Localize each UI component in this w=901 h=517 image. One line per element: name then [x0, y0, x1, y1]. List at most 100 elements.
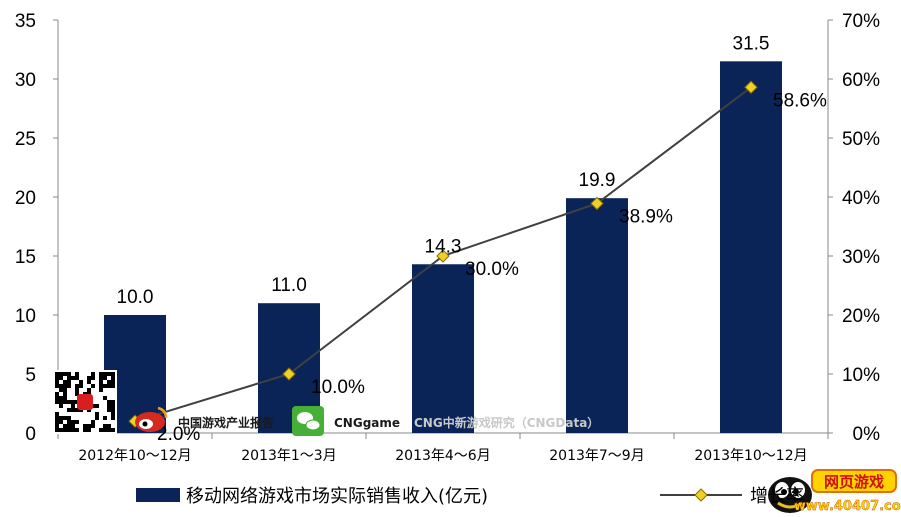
- line-value-label: 30.0%: [465, 259, 519, 280]
- qr-module: [55, 424, 59, 428]
- qr-module: [67, 376, 71, 380]
- bar-value-label: 11.0: [271, 275, 307, 296]
- y-right-tick-label: 20%: [842, 306, 880, 327]
- y-right-tick-label: 50%: [842, 129, 880, 150]
- qr-module: [71, 428, 75, 432]
- qr-module: [63, 388, 67, 392]
- qr-module: [59, 416, 63, 420]
- qr-module: [75, 428, 79, 432]
- qr-module: [111, 416, 115, 420]
- qr-module: [107, 400, 111, 404]
- qr-module: [55, 380, 59, 384]
- qr-module: [63, 396, 67, 400]
- qr-module: [99, 384, 103, 388]
- qr-module: [55, 420, 59, 424]
- qr-module: [79, 380, 83, 384]
- qr-module: [99, 428, 103, 432]
- qr-module: [55, 376, 59, 380]
- bar: [720, 61, 782, 434]
- qr-module: [67, 420, 71, 424]
- qr-module: [59, 420, 63, 424]
- qr-module: [107, 428, 111, 432]
- line-point: [590, 196, 604, 211]
- qr-module: [71, 376, 75, 380]
- qr-module: [63, 380, 67, 384]
- y-left-tick-label: 15: [15, 247, 36, 268]
- qr-module: [71, 424, 75, 428]
- x-tick-label: 2012年10～12月: [78, 448, 191, 464]
- qr-module: [99, 380, 103, 384]
- qr-module: [67, 428, 71, 432]
- qr-module: [55, 416, 59, 420]
- qr-module: [71, 408, 75, 412]
- qr-module: [87, 424, 91, 428]
- qr-module: [99, 388, 103, 392]
- qr-module: [59, 428, 63, 432]
- qr-module: [111, 428, 115, 432]
- qr-module: [103, 428, 107, 432]
- line-value-label: 58.6%: [773, 90, 827, 111]
- qr-module: [75, 392, 79, 396]
- qr-module: [59, 396, 63, 400]
- qr-module: [63, 384, 67, 388]
- line-point: [282, 367, 296, 381]
- qr-module: [103, 376, 107, 380]
- qr-module: [55, 428, 59, 432]
- qr-module: [107, 408, 111, 412]
- qr-module: [59, 388, 63, 392]
- qr-module: [75, 384, 79, 388]
- qr-module: [87, 428, 91, 432]
- watermark-qr: [53, 370, 117, 434]
- qr-module: [59, 404, 63, 408]
- qr-module: [103, 384, 107, 388]
- qr-module: [55, 384, 59, 388]
- qr-module: [91, 376, 95, 380]
- legend: 移动网络游戏市场实际销售收入(亿元) 增长率: [136, 486, 804, 507]
- y-left-tick-label: 30: [15, 70, 36, 91]
- qr-module: [55, 372, 59, 376]
- qr-module: [95, 404, 99, 408]
- qr-module: [111, 408, 115, 412]
- line-value-label: 10.0%: [311, 377, 365, 398]
- y-left-tick-label: 10: [15, 306, 36, 327]
- qr-module: [63, 428, 67, 432]
- line-point: [436, 249, 450, 263]
- qr-module: [91, 384, 95, 388]
- qr-module: [71, 404, 75, 408]
- qr-module: [107, 380, 111, 384]
- qr-module: [55, 396, 59, 400]
- y-right-tick-label: 30%: [842, 247, 880, 268]
- bar-value-label: 14.3: [425, 236, 462, 257]
- qr-module: [59, 376, 63, 380]
- y-right-tick-label: 40%: [842, 188, 880, 209]
- qr-module: [103, 416, 107, 420]
- y-left-tick-label: 5: [25, 365, 36, 386]
- qr-module: [63, 372, 67, 376]
- qr-module: [103, 396, 107, 400]
- qr-module: [87, 376, 91, 380]
- bar-value-label: 31.5: [733, 33, 770, 54]
- y-right-tick-label: 70%: [842, 11, 880, 32]
- weibo-icon: [135, 406, 168, 432]
- qr-module: [75, 372, 79, 376]
- watermark-weibo: 中国游戏产业报告: [135, 406, 274, 432]
- qr-center-logo: [77, 394, 93, 410]
- qr-module: [67, 424, 71, 428]
- qr-module: [59, 400, 63, 404]
- qr-module: [87, 380, 91, 384]
- watermark-wechat: CNGgame: [292, 406, 400, 436]
- qr-module: [63, 392, 67, 396]
- line-value-label: 2.0%: [157, 424, 200, 445]
- qr-module: [99, 372, 103, 376]
- qr-module: [59, 372, 63, 376]
- qr-module: [99, 376, 103, 380]
- qr-module: [55, 400, 59, 404]
- qr-module: [111, 372, 115, 376]
- qr-module: [67, 372, 71, 376]
- qr-module: [103, 424, 107, 428]
- qr-module: [83, 428, 87, 432]
- line-point: [744, 80, 758, 94]
- y-left-tick-label: 25: [15, 129, 36, 150]
- qr-module: [111, 412, 115, 416]
- qr-module: [107, 372, 111, 376]
